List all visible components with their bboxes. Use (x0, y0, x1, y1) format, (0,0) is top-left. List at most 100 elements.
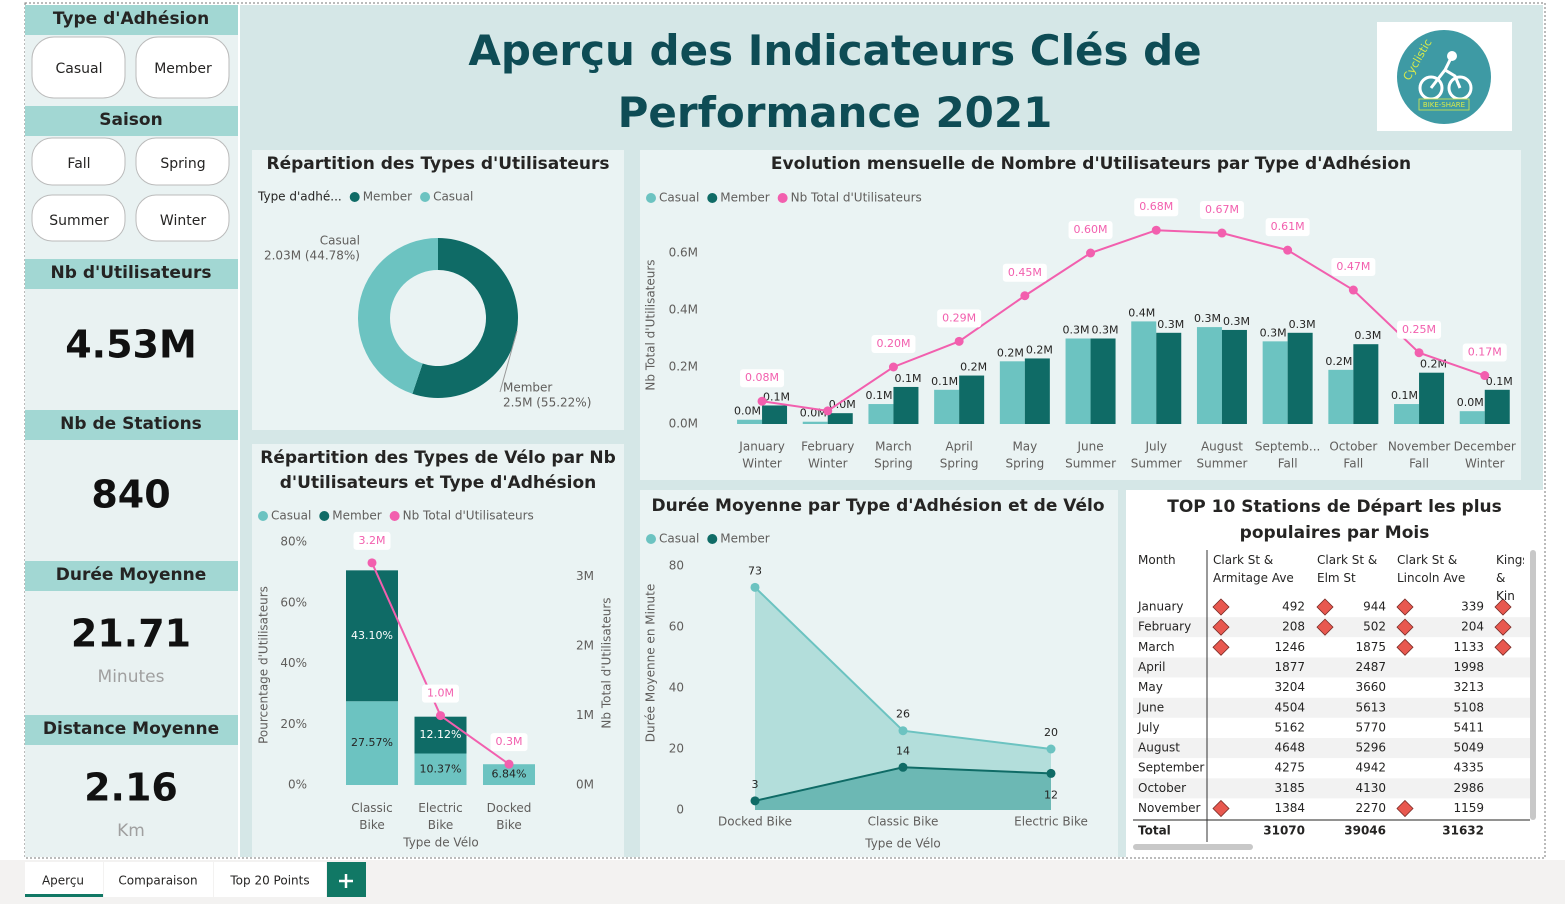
data-label: 3 (752, 778, 759, 791)
bar-segment (414, 716, 467, 754)
data-label-background (422, 684, 459, 703)
kpi-icon (1396, 638, 1414, 656)
y-tick-label: 0.4M (669, 303, 698, 317)
card-value: 21.71 (71, 612, 191, 656)
x-tick-label: Docked Bike (486, 801, 532, 832)
slicer-header (25, 5, 238, 35)
x-tick-label: May (1012, 440, 1037, 454)
kpi-icon (1316, 618, 1334, 636)
line-point (367, 558, 377, 568)
data-label: 43.10% (351, 629, 393, 642)
legend-marker (349, 192, 360, 202)
legend-title: Type d'adhé... (257, 190, 342, 204)
bar-segment (414, 753, 467, 785)
x-tick-sublabel: Summer (1196, 457, 1247, 471)
data-label: 0.45M (1008, 266, 1042, 279)
data-label-background (1265, 218, 1310, 237)
line-point (1283, 245, 1293, 255)
slice-value-label: 2.03M (44.78%) (264, 249, 360, 263)
slicer-option[interactable]: Casual (56, 61, 103, 77)
x-tick-sublabel: Winter (1465, 457, 1505, 471)
slicer-option[interactable]: Summer (49, 213, 109, 229)
scrollbar-horizontal (1133, 844, 1253, 850)
legend-label: Member (332, 509, 381, 523)
data-label-background (871, 335, 916, 353)
tab[interactable] (104, 862, 213, 897)
legend-label: Nb Total d'Utilisateurs (403, 509, 534, 523)
donut-slice (412, 238, 518, 398)
cell: 5296 (1355, 741, 1386, 755)
legend-marker (646, 534, 656, 544)
x-tick-sublabel: Summer (1131, 457, 1182, 471)
y-tick-label: 0M (576, 778, 594, 792)
bar (802, 421, 828, 424)
cell: November (1138, 801, 1200, 815)
cell: 1877 (1274, 660, 1305, 674)
data-label: 0.47M (1336, 260, 1370, 273)
card-title: Nb d'Utilisateurs (51, 263, 212, 283)
cell: 3660 (1355, 680, 1386, 694)
tab[interactable] (25, 862, 103, 897)
tab-label[interactable]: Aperçu (42, 874, 84, 888)
slicer-option[interactable]: Member (154, 61, 212, 77)
cell: October (1138, 781, 1186, 795)
cell: 1133 (1453, 640, 1484, 654)
legend-marker (707, 534, 718, 544)
table-title: TOP 10 Stations de Départ les plus popul… (1167, 497, 1502, 543)
data-label: 0.2M (1026, 343, 1053, 356)
row-stripe (1133, 738, 1530, 759)
table-header: Kings & Kin (1496, 553, 1524, 603)
cell: 944 (1363, 600, 1386, 614)
x-tick-sublabel: Spring (940, 457, 979, 471)
y-tick-label: 60 (669, 620, 684, 634)
total-cell: 31632 (1442, 824, 1484, 838)
line-point (1046, 768, 1056, 778)
total-label: Total (1138, 824, 1171, 838)
tab[interactable] (214, 862, 326, 897)
kpi-icon (1212, 638, 1230, 656)
x-tick-label: November (1388, 440, 1450, 454)
cell: 208 (1282, 620, 1305, 634)
data-label: 12 (1044, 788, 1058, 801)
bar (1459, 411, 1485, 424)
cell: May (1138, 680, 1163, 694)
cell: 1384 (1274, 801, 1305, 815)
table-header: Clark St & Armitage Ave (1213, 553, 1294, 585)
data-label: 12.12% (420, 728, 462, 741)
slicer-button[interactable] (135, 36, 230, 99)
cell: 5613 (1355, 700, 1386, 714)
x-tick-label: Classic Bike (351, 801, 393, 832)
slicer-button[interactable] (135, 137, 230, 186)
card-value: 2.16 (84, 766, 178, 810)
tab-label[interactable]: Top 20 Points (229, 874, 309, 888)
data-label-background (1134, 198, 1179, 217)
x-tick-label: July (1144, 440, 1167, 454)
card-title: Durée Moyenne (56, 565, 207, 585)
bar (1419, 372, 1445, 424)
cell: 1246 (1274, 640, 1305, 654)
data-label-background (1002, 263, 1047, 282)
cell: 2487 (1355, 660, 1386, 674)
y-tick-label: 1M (576, 708, 594, 722)
slicer-button[interactable] (135, 194, 230, 242)
panel (252, 444, 624, 857)
x-tick-label: April (945, 440, 972, 454)
logo-subtext: BIKE-SHARE (1423, 101, 1465, 109)
slicer-option[interactable]: Fall (67, 156, 90, 172)
x-tick-label: February (801, 440, 854, 454)
slicer-option[interactable]: Spring (160, 156, 205, 172)
line-point (823, 406, 833, 416)
table: January 492 944 339 February 208 502 204 March 12… (1133, 598, 1530, 838)
card-title: Distance Moyenne (43, 719, 219, 739)
slicer-button[interactable] (31, 194, 126, 242)
data-label: 0.3M (1354, 329, 1381, 342)
data-label: 0.68M (1139, 200, 1173, 213)
slicer-option[interactable]: Winter (160, 213, 206, 229)
slicer-button[interactable] (31, 137, 126, 186)
slicer-button[interactable] (31, 36, 126, 99)
y-tick-label: 60% (280, 595, 307, 609)
x-tick-sublabel: Fall (1278, 457, 1298, 471)
tab-label[interactable]: Comparaison (118, 874, 197, 888)
